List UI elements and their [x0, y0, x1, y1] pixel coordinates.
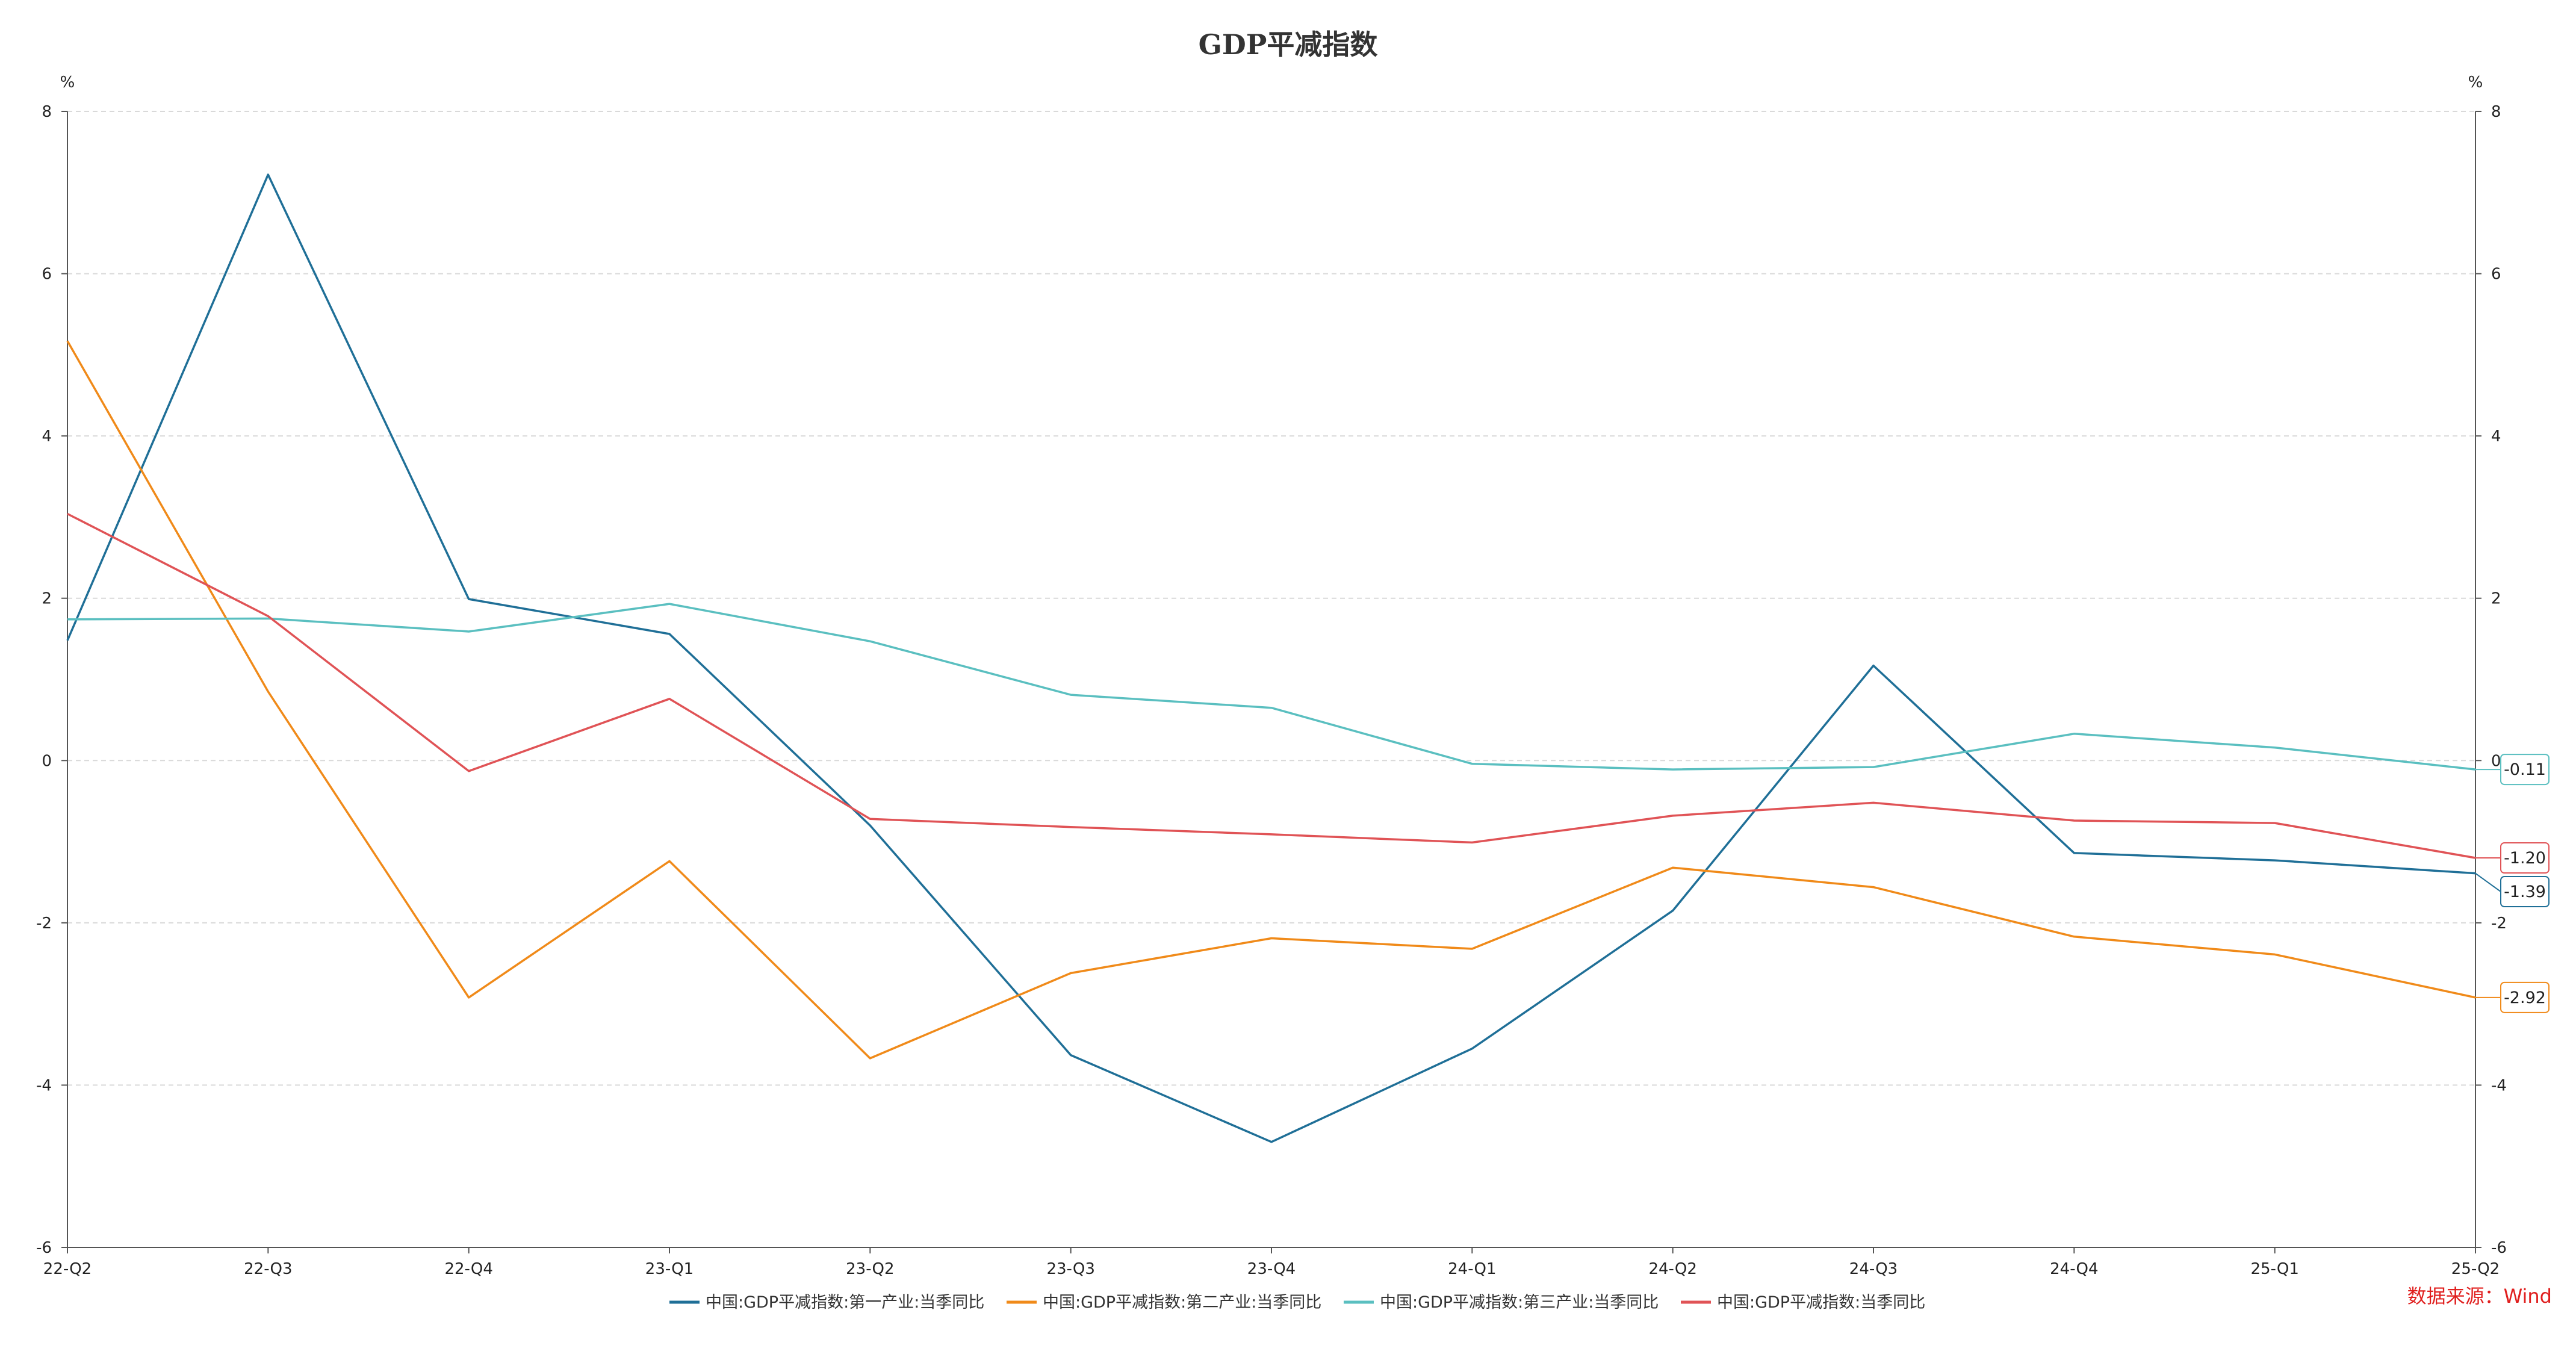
y-tick-label-right: 2 [2491, 590, 2501, 608]
x-tick-label: 24-Q2 [1648, 1260, 1696, 1278]
y-tick-label-left: 6 [42, 265, 52, 284]
series-line-4 [67, 512, 2476, 859]
y-tick-label-left: 8 [42, 103, 52, 121]
data-source-note: 数据来源：Wind [2407, 1285, 2552, 1308]
end-label: -0.11 [2504, 760, 2546, 779]
x-tick-label: 25-Q1 [2250, 1260, 2298, 1278]
y-tick-label-right: -6 [2491, 1239, 2507, 1257]
chart-title: GDP平减指数 [1198, 28, 1378, 61]
x-tick-label: 24-Q3 [1849, 1260, 1898, 1278]
end-label-box [2500, 842, 2550, 874]
y-tick-label-left: -2 [36, 914, 52, 933]
legend-label: 中国:GDP平减指数:第一产业:当季同比 [706, 1293, 984, 1312]
y-tick-label-left: 2 [42, 590, 52, 608]
x-tick-label: 23-Q2 [846, 1260, 894, 1278]
y-tick-label-right: 6 [2491, 265, 2501, 284]
legend-label: 中国:GDP平减指数:第二产业:当季同比 [1043, 1293, 1321, 1312]
x-tick-label: 23-Q3 [1046, 1260, 1094, 1278]
end-label-box [2500, 876, 2550, 908]
y-unit-right: % [2468, 73, 2483, 92]
y-tick-label-left: 0 [42, 752, 52, 770]
end-label-connector [2475, 872, 2501, 892]
grid-lines [67, 111, 2475, 1086]
x-tick-label: 23-Q1 [645, 1260, 694, 1278]
y-tick-label-right: 0 [2491, 752, 2501, 770]
end-label: -2.92 [2504, 989, 2546, 1007]
end-label-box [2500, 981, 2550, 1013]
y-tick-label-left: -6 [36, 1239, 52, 1257]
y-tick-label-left: -4 [36, 1076, 52, 1094]
end-label: -1.20 [2504, 849, 2546, 868]
axes: 8 8 6 6 4 4 2 2 0 0 -2 -2 -4 -4 -6 -6% % 22-Q2 22-Q3 22-Q4 2… [36, 73, 2507, 1278]
x-tick-label: 22-Q2 [43, 1260, 92, 1278]
y-tick-label-left: 4 [42, 427, 52, 446]
y-tick-label-right: 4 [2491, 427, 2501, 446]
series-line-2 [66, 340, 2476, 1060]
x-tick-label: 24-Q4 [2050, 1260, 2098, 1278]
end-labels: -0.11 -1.20 -1.39 -2.92 [2475, 754, 2550, 1013]
series-line-3 [67, 603, 2476, 771]
legend-label: 中国:GDP平减指数:当季同比 [1717, 1293, 1925, 1312]
x-tick-label: 25-Q2 [2451, 1260, 2500, 1278]
x-tick-label: 22-Q3 [244, 1260, 292, 1278]
end-label-box [2500, 754, 2550, 786]
x-tick-label: 22-Q4 [444, 1260, 492, 1278]
series-line-1 [66, 173, 2476, 1143]
legend-label: 中国:GDP平减指数:第三产业:当季同比 [1380, 1293, 1659, 1312]
y-unit-left: % [60, 73, 75, 92]
y-tick-label-right: -4 [2491, 1076, 2507, 1094]
y-tick-label-right: -2 [2491, 914, 2507, 933]
x-tick-label: 23-Q4 [1247, 1260, 1296, 1278]
end-label: -1.39 [2504, 883, 2546, 901]
series-lines [66, 173, 2476, 1143]
legend: 中国:GDP平减指数:第一产业:当季同比 中国:GDP平减指数:第二产业:当季同比… [669, 1293, 1925, 1312]
y-tick-label-right: 8 [2491, 103, 2501, 121]
x-tick-label: 24-Q1 [1448, 1260, 1496, 1278]
